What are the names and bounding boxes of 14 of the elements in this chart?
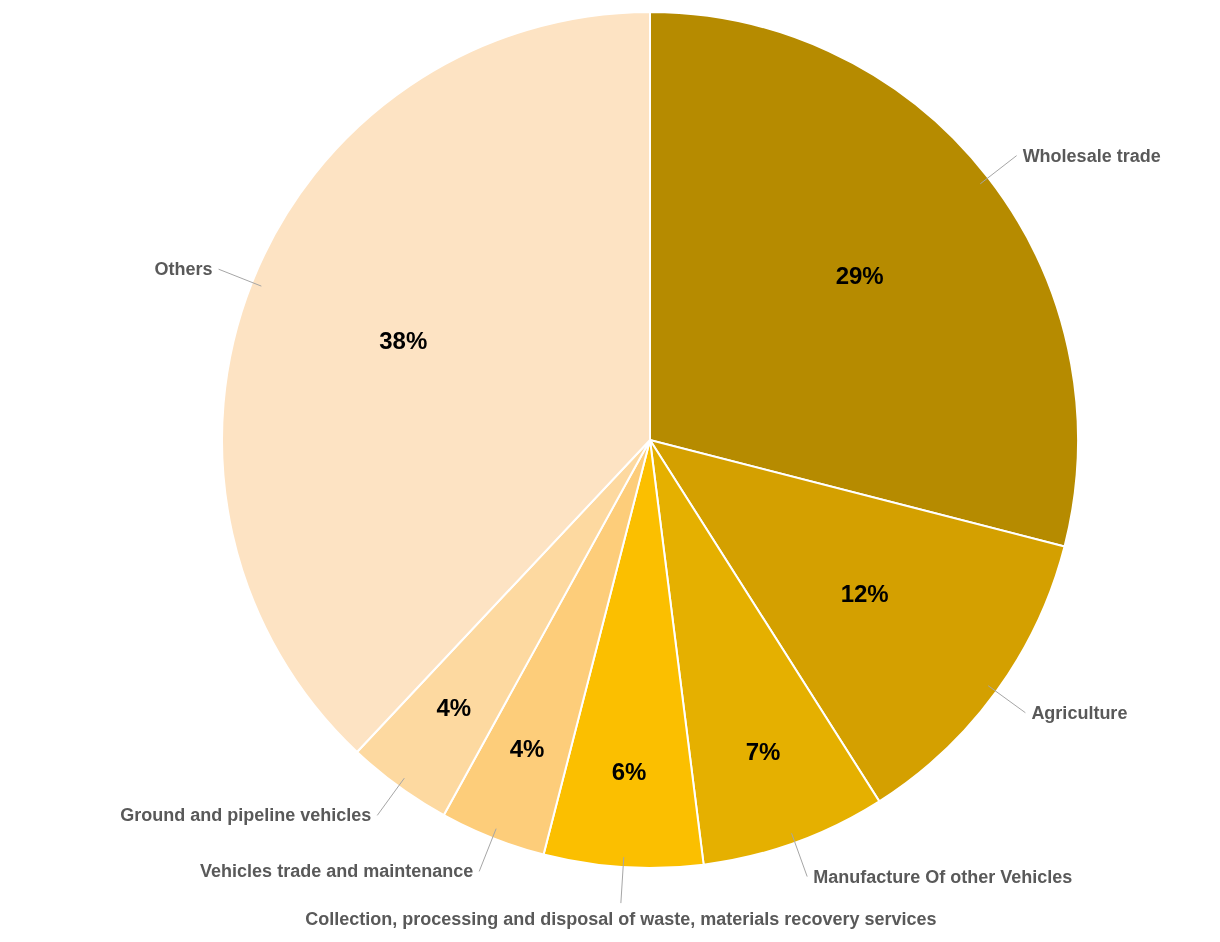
data-label: 4% <box>436 694 472 722</box>
slice-label: Vehicles trade and maintenance <box>200 861 474 882</box>
data-label: 29% <box>835 261 884 289</box>
data-label: 7% <box>745 738 781 766</box>
slice-label: Others <box>154 259 213 280</box>
slice-label: Collection, processing and disposal of waste, materials recovery services <box>305 909 937 930</box>
data-label: 4% <box>509 734 545 762</box>
data-label: 38% <box>379 326 428 354</box>
slice-label: Manufacture Of other Vehicles <box>813 866 1073 887</box>
data-label: 12% <box>840 580 889 608</box>
slice-label: Ground and pipeline vehicles <box>120 805 372 826</box>
data-label: 6% <box>611 757 647 785</box>
slice-label: Agriculture <box>1031 702 1128 723</box>
slice-label: Wholesale trade <box>1022 145 1161 166</box>
